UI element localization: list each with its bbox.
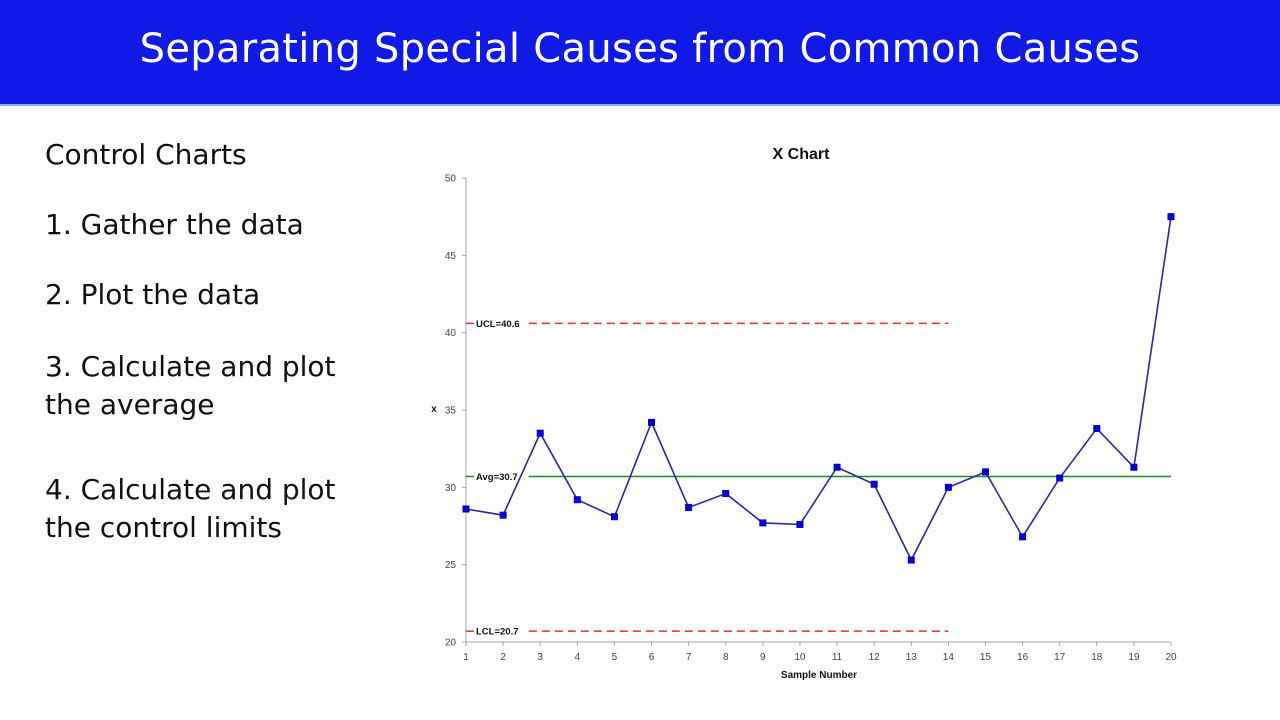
x-tick-label: 5 xyxy=(612,652,618,663)
step-2: 2. Plot the data xyxy=(45,278,261,311)
data-point-marker xyxy=(1019,533,1027,541)
x-tick-label: 2 xyxy=(500,652,506,663)
y-tick-label: 20 xyxy=(445,638,457,649)
y-tick-label: 25 xyxy=(445,560,457,571)
x-tick-label: 16 xyxy=(1017,652,1029,663)
reference-line-label: UCL=40.6 xyxy=(476,319,520,330)
y-tick-label: 50 xyxy=(445,174,457,185)
series-line xyxy=(465,216,1172,562)
x-tick-label: 11 xyxy=(832,652,843,663)
x-tick-label: 4 xyxy=(575,652,581,663)
data-point-marker xyxy=(870,480,878,488)
data-point-marker xyxy=(1093,425,1101,433)
x-tick-label: 13 xyxy=(906,652,918,663)
step-3-line1: 3. Calculate and plot xyxy=(45,350,336,383)
reference-line-label: LCL=20.7 xyxy=(476,627,519,638)
data-point-marker xyxy=(610,513,618,521)
data-point-marker xyxy=(648,418,656,426)
x-tick-label: 17 xyxy=(1054,652,1066,663)
x-tick-label: 15 xyxy=(980,652,992,663)
x-tick-label: 8 xyxy=(723,652,729,663)
step-4-line1: 4. Calculate and plot xyxy=(45,473,336,506)
data-point-marker xyxy=(907,556,915,564)
data-point-marker xyxy=(722,490,730,498)
x-axis-label: Sample Number xyxy=(781,670,857,681)
x-tick-label: 10 xyxy=(794,652,806,663)
data-point-marker xyxy=(573,496,581,504)
reference-line-label: Avg=30.7 xyxy=(476,472,518,483)
step-3-line2: the average xyxy=(45,388,215,421)
data-point-marker xyxy=(759,519,767,527)
data-point-marker xyxy=(536,429,544,437)
data-point-marker xyxy=(944,483,952,491)
x-tick-label: 18 xyxy=(1091,652,1103,663)
slide-header: Separating Special Causes from Common Ca… xyxy=(0,0,1280,106)
y-tick-label: 30 xyxy=(445,483,457,494)
data-point-marker xyxy=(685,503,693,511)
step-4-line2: the control limits xyxy=(45,511,282,544)
x-tick-label: 19 xyxy=(1128,652,1140,663)
x-tick-label: 12 xyxy=(869,652,881,663)
y-tick-label: 35 xyxy=(445,406,457,417)
step-1: 1. Gather the data xyxy=(45,208,304,241)
data-point-marker xyxy=(1056,474,1064,482)
reference-lines: UCL=40.6 Avg=30.7 LCL=20.7 xyxy=(466,319,1171,638)
x-tick-label: 7 xyxy=(686,652,692,663)
data-point-marker xyxy=(796,520,804,528)
chart-title: X Chart xyxy=(773,146,831,163)
x-tick-label: 14 xyxy=(943,652,955,663)
data-series xyxy=(462,213,1175,564)
steps-heading: Control Charts xyxy=(45,138,247,171)
y-tick-label: 40 xyxy=(445,328,457,339)
data-point-marker xyxy=(1130,463,1138,471)
x-tick-label: 6 xyxy=(649,652,655,663)
x-tick-label: 1 xyxy=(463,652,469,663)
data-point-marker xyxy=(499,511,507,519)
x-tick-label: 20 xyxy=(1165,652,1177,663)
data-point-marker xyxy=(1167,213,1175,221)
x-chart: X Chart 20 25 30 35 40 45 50 1 2 3 4 5 6 7 8 9 10 11 12 13 1… xyxy=(420,130,1200,690)
y-axis-label: x xyxy=(431,404,437,415)
data-point-marker xyxy=(462,505,470,513)
data-point-marker xyxy=(833,463,841,471)
y-tick-label: 45 xyxy=(445,251,457,262)
x-tick-label: 3 xyxy=(537,652,543,663)
slide-title: Separating Special Causes from Common Ca… xyxy=(139,26,1141,72)
data-point-marker xyxy=(981,468,989,476)
x-tick-label: 9 xyxy=(760,652,766,663)
